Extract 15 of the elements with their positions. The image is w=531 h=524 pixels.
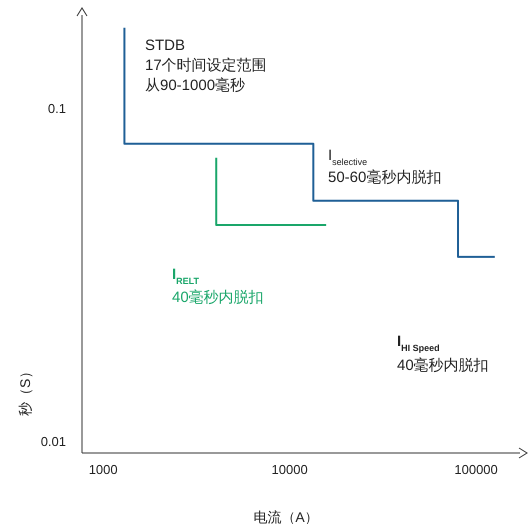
y-tick-label: 0.01 <box>40 434 66 449</box>
annotation: I$_{RELT}$ <box>172 266 200 286</box>
annotation: I$_{HI Speed}$ <box>397 333 440 353</box>
annotation: 40毫秒内脱扣 <box>397 357 489 374</box>
annotation: 从90-1000毫秒 <box>145 77 246 94</box>
annotation: I$_{selective}$ <box>328 147 368 167</box>
y-axis-title: 秒（S） <box>17 364 33 416</box>
annotation: STDB <box>145 37 186 54</box>
x-tick-label: 1000 <box>88 462 118 477</box>
annotation: 40毫秒内脱扣 <box>172 289 264 306</box>
y-tick-label: 0.1 <box>48 100 66 116</box>
annotation: 17个时间设定范围 <box>145 57 267 74</box>
x-tick-label: 10000 <box>272 462 308 477</box>
x-tick-label: 100000 <box>454 462 498 477</box>
annotation: 50-60毫秒内脱扣 <box>328 169 442 186</box>
